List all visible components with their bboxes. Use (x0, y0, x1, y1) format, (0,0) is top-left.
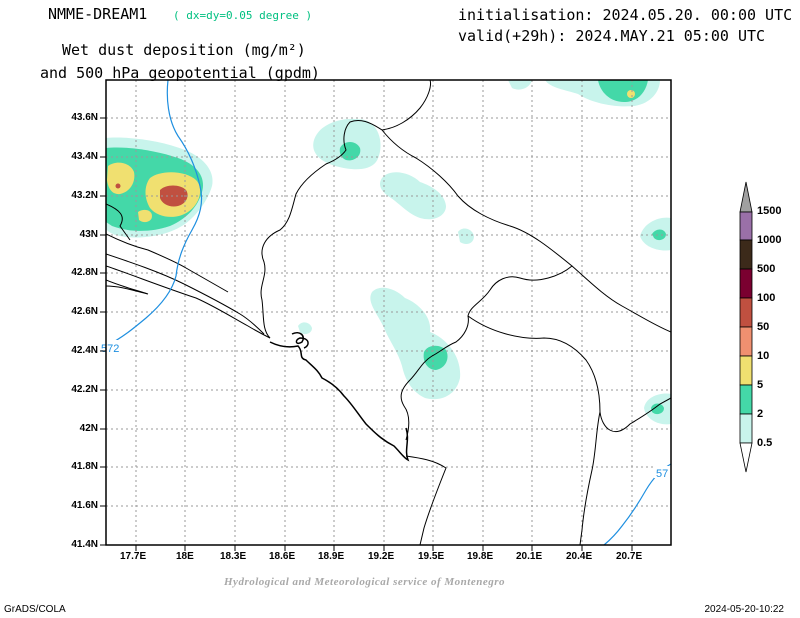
colorbar-label-1500: 1500 (757, 205, 782, 217)
dust-blob-west-core (160, 185, 188, 207)
dust-blob-southeast-mint (651, 403, 664, 415)
bosnia-herzegovina-border (183, 283, 265, 335)
colorbar-swatch-500 (739, 268, 753, 299)
lat-label-42-2: 42.2N (71, 384, 98, 395)
dust-patch-small (458, 228, 474, 244)
dust-blob-central-light (370, 287, 461, 400)
valid-time: valid(+29h): 2024.MAY.21 05:00 UTC (458, 27, 766, 45)
colorbar-swatch-50 (739, 326, 753, 357)
lat-label-43-4: 43.4N (71, 151, 98, 162)
colorbar-label-50: 50 (757, 321, 770, 333)
contour-label-bg-west (100, 340, 130, 354)
bay-inner (291, 331, 309, 349)
border-montenegro-bosnia-north (260, 119, 383, 339)
dust-spot-northeast (627, 90, 635, 98)
lat-label-41-8: 41.8N (71, 461, 98, 472)
lat-label-43-6: 43.6N (71, 112, 98, 123)
lat-label-42: 42N (79, 423, 98, 434)
dust-spot-small (298, 322, 312, 335)
lon-label-20-1: 20.1E (516, 551, 543, 562)
lat-label-43-2: 43.2N (71, 190, 98, 201)
resolution-note: ( dx=dy=0.05 degree ) (173, 9, 313, 22)
colorbar-swatch-1000 (739, 239, 753, 270)
dust-deposition-field (106, 80, 671, 425)
render-timestamp: 2024-05-20-10:22 (704, 604, 784, 615)
lat-label-41-4: 41.4N (71, 539, 98, 550)
border-montenegro-albania (400, 355, 433, 441)
bay-of-kotor (269, 341, 410, 462)
lon-label-17-7: 17.7E (120, 551, 147, 562)
contour-label-east: 57 (656, 468, 668, 480)
border-serbia-montenegro (381, 129, 573, 357)
colorbar-label-1000: 1000 (757, 234, 782, 246)
border-albania-interior (405, 455, 447, 545)
contour-label-west: 572 (101, 343, 119, 355)
model-name: NMME-DREAM1 (48, 5, 148, 23)
dust-blob-central-mint (423, 345, 448, 370)
software-credit: GrADS/COLA (4, 604, 66, 615)
lat-label-43: 43N (79, 229, 98, 240)
colorbar-swatch-100 (739, 297, 753, 328)
lon-label-19-5: 19.5E (418, 551, 445, 562)
institution-credit: Hydrological and Meteorological service … (224, 576, 505, 588)
lat-label-41-6: 41.6N (71, 500, 98, 511)
lat-label-42-8: 42.8N (71, 267, 98, 278)
coast-croatia (106, 233, 229, 293)
border-serbia-north (381, 80, 431, 131)
geopotential-contour-west (106, 80, 203, 347)
peninsula-peljesac (106, 279, 149, 295)
colorbar (739, 181, 753, 473)
lat-label-42-4: 42.4N (71, 345, 98, 356)
country-borders (106, 80, 671, 545)
dust-blob-west-yellow-a (107, 162, 135, 195)
border-bosnia-montenegro (106, 203, 131, 241)
colorbar-top-arrow (739, 181, 753, 213)
island-korcula (106, 253, 185, 285)
lon-label-20-4: 20.4E (566, 551, 593, 562)
colorbar-label-100: 100 (757, 292, 776, 304)
dust-patch-top (508, 80, 532, 90)
colorbar-label-0-5: 0.5 (757, 437, 773, 449)
colorbar-label-500: 500 (757, 263, 776, 275)
tick-marks (100, 117, 633, 551)
lon-label-18-9: 18.9E (318, 551, 345, 562)
colorbar-swatch-1500 (739, 211, 753, 241)
lon-label-18: 18E (176, 551, 194, 562)
border-albania-macedonia (579, 411, 601, 545)
dust-spot-west (115, 183, 121, 189)
border-kosovo-albania (467, 315, 671, 432)
contour-label-bg-east (654, 466, 670, 478)
colorbar-swatch-2 (739, 413, 753, 444)
lon-label-18-3: 18.3E (220, 551, 247, 562)
dust-blob-northeast-mint (598, 80, 648, 102)
lon-label-20-7: 20.7E (616, 551, 643, 562)
dust-blob-west-yellow-c (138, 209, 152, 223)
border-kosovo-serbia (571, 265, 671, 333)
colorbar-bottom-arrow (739, 442, 753, 473)
colorbar-label-2: 2 (757, 408, 764, 420)
colorbar-label-10: 10 (757, 350, 770, 362)
lon-label-19-8: 19.8E (467, 551, 494, 562)
field-title-line1: Wet dust deposition (mg/m²) (62, 41, 306, 59)
lat-label-42-6: 42.6N (71, 306, 98, 317)
field-title-line2: and 500 hPa geopotential (gpdm) (40, 64, 320, 82)
lon-label-18-6: 18.6E (269, 551, 296, 562)
island-mljet (106, 265, 271, 339)
initialisation-time: initialisation: 2024.05.20. 00:00 UTC (458, 6, 793, 24)
lon-label-19-2: 19.2E (368, 551, 395, 562)
colorbar-swatch-10 (739, 355, 753, 386)
colorbar-label-5: 5 (757, 379, 764, 391)
colorbar-swatch-5 (739, 384, 753, 415)
dust-blob-east-mint (652, 229, 666, 241)
